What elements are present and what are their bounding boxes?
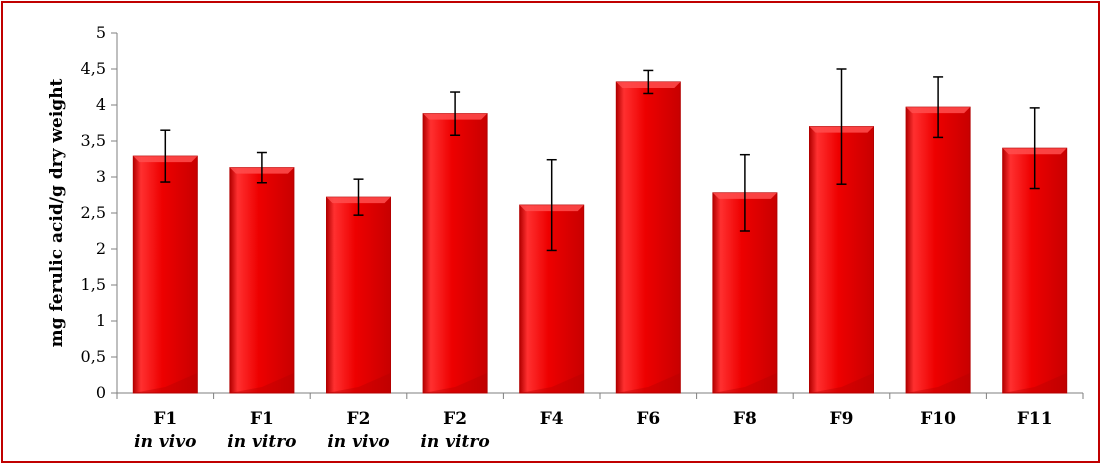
x-tick-label: F6 — [636, 409, 660, 429]
x-tick-label: F2 — [443, 409, 467, 429]
x-tick-label: F8 — [733, 409, 757, 429]
x-tick-sublabel: in vivo — [134, 432, 196, 452]
bar-bottom-shade — [616, 373, 681, 393]
bar-bottom-shade — [712, 373, 777, 393]
y-tick-label: 0 — [96, 383, 106, 402]
bar-bottom-shade — [326, 373, 391, 393]
x-tick-label: F4 — [540, 409, 564, 429]
y-tick-label: 5 — [96, 23, 106, 42]
x-tick-label: F1 — [250, 409, 274, 429]
axis-labels: 0 0,5 1 1,5 2 2,5 3 3,5 4 4,5 5 F1 in vivo F1 in vitro… — [81, 23, 1053, 452]
y-tick-label: 2,5 — [81, 203, 106, 222]
x-tick-label: F9 — [830, 409, 854, 429]
bar-bottom-shade — [519, 373, 584, 393]
y-tick-label: 2 — [96, 239, 106, 258]
bar — [615, 81, 681, 394]
bar-bottom-shade — [809, 373, 874, 393]
y-tick-label: 4 — [96, 95, 106, 114]
x-tick-label: F1 — [153, 409, 177, 429]
y-tick-label: 1,5 — [81, 275, 106, 294]
bar-bottom-shade — [1002, 373, 1067, 393]
y-tick-label: 0,5 — [81, 347, 106, 366]
y-axis-title: mg ferulic acid/g dry weight — [47, 78, 67, 347]
x-tick-sublabel: in vitro — [420, 432, 489, 452]
y-axis-title-group: mg ferulic acid/g dry weight — [47, 78, 67, 347]
bar-bottom-shade — [423, 373, 488, 393]
y-tick-label: 3 — [96, 167, 106, 186]
bar-bottom-shade — [906, 373, 971, 393]
bars — [132, 81, 1068, 394]
error-bars — [160, 68, 1040, 252]
bar — [132, 155, 198, 394]
x-tick-label: F2 — [347, 409, 371, 429]
y-tick-label: 4,5 — [81, 59, 106, 78]
x-tick-label: F10 — [920, 409, 956, 429]
bar — [229, 167, 295, 394]
x-tick-sublabel: in vitro — [227, 432, 296, 452]
y-tick-label: 3,5 — [81, 131, 106, 150]
bar — [905, 106, 971, 394]
bar — [422, 113, 488, 394]
bar-bottom-shade — [133, 373, 198, 393]
bar-bottom-shade — [229, 373, 294, 393]
x-tick-sublabel: in vivo — [327, 432, 389, 452]
x-tick-label: F11 — [1017, 409, 1053, 429]
bar — [326, 196, 391, 394]
y-tick-label: 1 — [96, 311, 106, 330]
